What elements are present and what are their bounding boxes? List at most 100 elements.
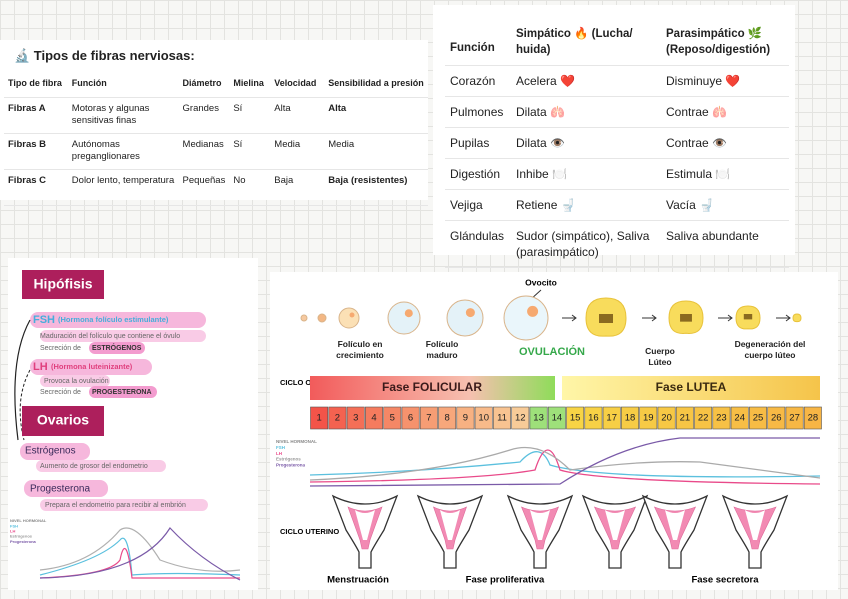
table-cell: Media — [324, 133, 428, 170]
day-cell — [803, 406, 822, 430]
table-cell: Motoras y algunas sensitivas finas — [67, 97, 179, 134]
day-number: 20 — [661, 413, 672, 424]
highlight — [40, 375, 110, 387]
title-box — [22, 406, 104, 436]
day-number: 3 — [353, 413, 358, 424]
cavity — [440, 510, 460, 540]
header-cell: Tipo de fibra — [4, 72, 68, 98]
table-cell: Alta — [324, 97, 428, 134]
header-cell: Función — [445, 19, 511, 66]
day-number: 25 — [753, 413, 764, 424]
day-cell — [401, 406, 420, 430]
cavity — [665, 510, 685, 540]
table-cell: Glándulas — [445, 220, 511, 268]
table-cell: Saliva abundante — [661, 220, 789, 268]
uterine-phase: Menstruación — [327, 575, 389, 586]
table-cell: Contrae 👁️ — [661, 127, 789, 159]
day-number: 24 — [734, 413, 745, 424]
fiber-panel: 🔬 Tipos de fibras nerviosas: Tipo de fib… — [0, 40, 428, 206]
day-number: 13 — [533, 413, 544, 424]
day-cell — [365, 406, 383, 430]
stage-label: Folículo en crecimiento — [336, 339, 384, 360]
table-cell: Retiene 🚽 — [511, 189, 661, 221]
day-cell — [639, 406, 658, 430]
header-cell: Sensibilidad a presión — [324, 72, 428, 98]
day-number: 9 — [463, 413, 468, 424]
fiber-title: 🔬 Tipos de fibras nerviosas: — [14, 48, 195, 63]
lh-item: Secreción de — [40, 389, 81, 396]
day-cell — [621, 406, 639, 430]
day-number: 15 — [570, 413, 581, 424]
day-cell — [493, 406, 511, 430]
oocyte — [527, 305, 539, 317]
day-number: 26 — [771, 413, 782, 424]
hypophysis-title: Hipófisis — [33, 276, 92, 292]
day-number: 22 — [698, 413, 709, 424]
table-row: Corazón Acelera ❤️ Disminuye ❤️ — [445, 65, 789, 97]
cavity — [605, 510, 625, 540]
estrogen-curve — [39, 527, 241, 572]
highlight — [40, 499, 208, 511]
day-cell — [383, 406, 402, 430]
highlight — [89, 342, 145, 354]
table-cell: Dolor lento, temperatura — [67, 169, 179, 206]
highlight — [24, 480, 108, 497]
day-cell — [767, 406, 786, 430]
cavity — [355, 510, 375, 540]
highlight — [20, 443, 90, 460]
table-cell: Baja — [270, 169, 325, 206]
table-cell: Autónomas preganglionares — [67, 133, 179, 170]
day-cell — [712, 406, 731, 430]
table-row: Digestión Inhibe 🍽️ Estimula 🍽️ — [445, 158, 789, 190]
table-row: Pulmones Dilata 🫁 Contrae 🫁 — [445, 96, 789, 128]
fsh-curve — [309, 451, 821, 478]
day-number: 12 — [515, 413, 526, 424]
header-row: Tipo de fibra Función Diámetro Mielina Veloc… — [4, 72, 428, 98]
oocyte — [465, 308, 475, 318]
cycle-panel: Ovocito Folículo en crecimiento Folículo ma… — [270, 272, 838, 590]
day-number: 16 — [588, 413, 599, 424]
table-row: Fibras A Motoras y algunas sensitivas fin… — [4, 97, 428, 134]
table-cell: Digestión — [445, 158, 511, 190]
day-number: 4 — [371, 413, 376, 424]
legend-entry: NIVEL HORMONAL — [276, 439, 317, 444]
arrow — [642, 314, 657, 322]
estrogen-curve — [309, 446, 821, 481]
table-cell: Vacía 🚽 — [661, 189, 789, 221]
day-cell — [730, 406, 749, 430]
day-number: 23 — [716, 413, 727, 424]
highlight — [40, 330, 206, 342]
arrow — [776, 314, 791, 322]
arrow — [19, 369, 31, 441]
day-cell — [785, 406, 804, 430]
progesterone-label: Progesterona — [30, 484, 90, 495]
day-number: 1 — [316, 413, 321, 424]
table-cell: Sí — [229, 97, 271, 134]
legend-entry: Estrógenos — [10, 534, 33, 539]
lh-label: LH — [33, 361, 48, 373]
lh-highlight: PROGESTERONA — [92, 389, 152, 396]
legend-entry: Progesterona — [276, 463, 306, 468]
title-box — [22, 270, 104, 299]
stage-label: Folículo maduro — [426, 339, 459, 360]
day-cell — [749, 406, 767, 430]
day-number: 18 — [625, 413, 636, 424]
day-number: 7 — [426, 413, 431, 424]
hypophysis-panel: Hipófisis FSH (Hormona folículo estimula… — [8, 258, 258, 590]
follicle — [446, 299, 484, 337]
uterine-phase: Fase proliferativa — [466, 575, 545, 586]
fsh-item: Maduración del folículo que contiene el … — [40, 333, 180, 340]
day-number: 11 — [497, 413, 507, 424]
day-cell — [584, 406, 603, 430]
legend-entry: Progesterona — [10, 539, 37, 544]
legend-entry: LH — [276, 451, 282, 456]
highlight — [30, 312, 206, 328]
legend-entry: NIVEL HORMONAL — [10, 518, 47, 523]
follicle — [503, 295, 549, 341]
day-number: 2 — [335, 413, 340, 424]
highlight — [89, 386, 157, 398]
legend-entry: FSH — [10, 523, 18, 528]
day-cell — [566, 406, 585, 430]
follicle — [300, 314, 308, 322]
